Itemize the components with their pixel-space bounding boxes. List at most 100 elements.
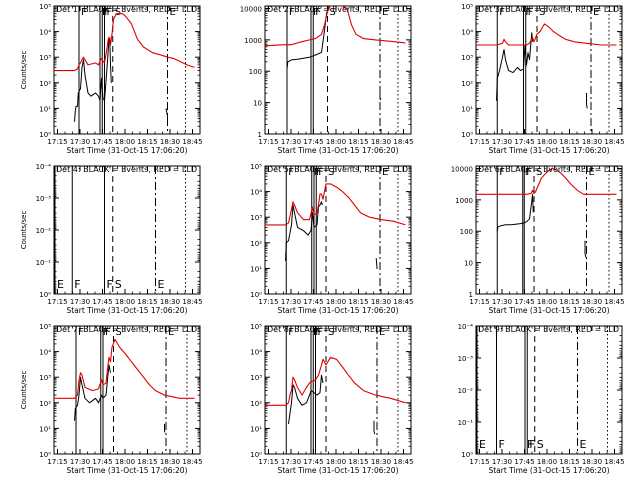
event-marker-label: E	[593, 7, 599, 18]
plot-frame	[475, 165, 623, 295]
y-axis-label: Counts/sec	[20, 371, 28, 410]
y-tick-label: 10⁵	[461, 3, 473, 11]
events-series-segment	[373, 420, 376, 435]
y-tick-label: 1000	[244, 37, 262, 45]
event-marker-label: E	[379, 327, 385, 338]
events-series-segment	[375, 258, 378, 269]
x-tick-label: 17:45	[92, 298, 112, 306]
x-tick-label: 17:45	[514, 138, 534, 146]
y-tick-label: 10⁴	[250, 189, 262, 197]
x-tick-label: 17:45	[303, 298, 323, 306]
event-marker-label: E	[168, 327, 174, 338]
x-tick-label: 18:30	[371, 138, 391, 146]
panel-title: Det 1: BLACK = Events, RED = LLD	[56, 5, 197, 14]
event-marker-label: S	[116, 327, 122, 338]
series-group	[265, 356, 406, 435]
x-tick-label: 17:15	[47, 298, 67, 306]
panel-title: Det 5: BLACK = Events, RED = LLD	[267, 165, 408, 174]
y-tick-label: 10⁻¹	[458, 419, 474, 427]
x-tick-label: 17:45	[92, 138, 112, 146]
y-tick-label: 10³	[461, 54, 473, 62]
event-marker-label: F	[499, 7, 505, 18]
y-tick-label: 10⁰	[250, 451, 262, 459]
plot-frame	[53, 165, 201, 295]
x-tick-label: 18:15	[559, 458, 579, 466]
panel-det-6: 1 10 100 1000 10000 17:15 17:30 17:45 18:00 18:15…	[451, 165, 625, 315]
y-tick-label: 10¹	[461, 105, 473, 113]
series-group	[476, 167, 617, 258]
x-tick-label: 17:15	[469, 458, 489, 466]
x-tick-label: 18:30	[160, 458, 180, 466]
y-tick-label: 10⁻²	[36, 227, 52, 235]
y-tick-label: 10000	[240, 5, 262, 13]
y-tick-label: 10²	[39, 80, 51, 88]
x-tick-label: 18:00	[115, 458, 135, 466]
panel-title: Det 4: BLACK = Events, RED = LLD	[56, 165, 197, 174]
x-tick-label: 18:15	[559, 138, 579, 146]
x-tick-label: 18:30	[582, 458, 602, 466]
x-tick-label: 18:45	[604, 138, 624, 146]
x-tick-label: 18:00	[326, 298, 346, 306]
y-tick-label: 10³	[250, 214, 262, 222]
series-group	[54, 338, 195, 433]
x-axis-label: Start Time (31-Oct-15 17:06:20)	[66, 306, 187, 315]
y-tick-label: 10⁻⁴	[458, 323, 474, 331]
y-tick-label: 10²	[250, 400, 262, 408]
x-axis-label: Start Time (31-Oct-15 17:06:20)	[66, 466, 187, 475]
x-tick-label: 18:15	[137, 458, 157, 466]
x-tick-label: 17:15	[258, 298, 278, 306]
events-series-segment	[165, 108, 168, 122]
x-tick-label: 18:00	[326, 138, 346, 146]
x-tick-label: 18:45	[604, 458, 624, 466]
x-tick-label: 17:45	[514, 458, 534, 466]
x-tick-label: 18:15	[348, 298, 368, 306]
event-marker-label: S	[328, 327, 334, 338]
y-tick-label: 10⁴	[39, 349, 51, 357]
event-marker-label: F	[529, 438, 535, 451]
event-marker-label: E	[57, 278, 64, 291]
events-series-line	[285, 201, 323, 261]
x-tick-label: 17:45	[92, 458, 112, 466]
y-tick-label: 10⁻³	[36, 195, 52, 203]
y-tick-label: 10²	[250, 240, 262, 248]
series-group	[265, 6, 406, 101]
x-tick-label: 17:45	[514, 298, 534, 306]
events-series-segment	[584, 240, 587, 258]
event-marker-label: S	[536, 167, 542, 178]
x-tick-label: 18:00	[537, 138, 557, 146]
y-tick-label: 10³	[39, 54, 51, 62]
events-series-line	[496, 32, 533, 101]
x-tick-label: 17:45	[303, 458, 323, 466]
x-tick-label: 18:00	[115, 298, 135, 306]
x-tick-label: 18:45	[182, 458, 202, 466]
series-group	[476, 23, 617, 109]
y-tick-label: 10⁰	[39, 451, 51, 459]
y-tick-label: 10¹	[39, 105, 51, 113]
plot-frame	[475, 325, 623, 455]
event-marker-label: F	[526, 167, 532, 178]
x-tick-label: 17:30	[281, 458, 301, 466]
x-tick-label: 18:15	[137, 298, 157, 306]
x-tick-label: 17:15	[469, 298, 489, 306]
x-tick-label: 17:30	[281, 298, 301, 306]
y-tick-label: 10⁻⁴	[36, 163, 52, 171]
event-marker-label: F	[288, 327, 294, 338]
x-axis-label: Start Time (31-Oct-15 17:06:20)	[277, 306, 398, 315]
event-marker-label: F	[104, 7, 110, 18]
lld-series-line	[265, 356, 406, 406]
x-tick-label: 17:15	[469, 138, 489, 146]
event-marker-label: F	[81, 7, 87, 18]
y-tick-label: 10	[253, 100, 262, 108]
event-marker-label: F	[527, 438, 533, 451]
x-axis-label: Start Time (31-Oct-15 17:06:20)	[488, 466, 609, 475]
plot-frame	[264, 325, 412, 455]
x-axis-label: Start Time (31-Oct-15 17:06:20)	[488, 146, 609, 155]
x-tick-label: 18:45	[393, 138, 413, 146]
lld-series-line	[476, 23, 617, 46]
y-tick-label: 10¹	[250, 265, 262, 273]
x-tick-label: 18:30	[582, 298, 602, 306]
